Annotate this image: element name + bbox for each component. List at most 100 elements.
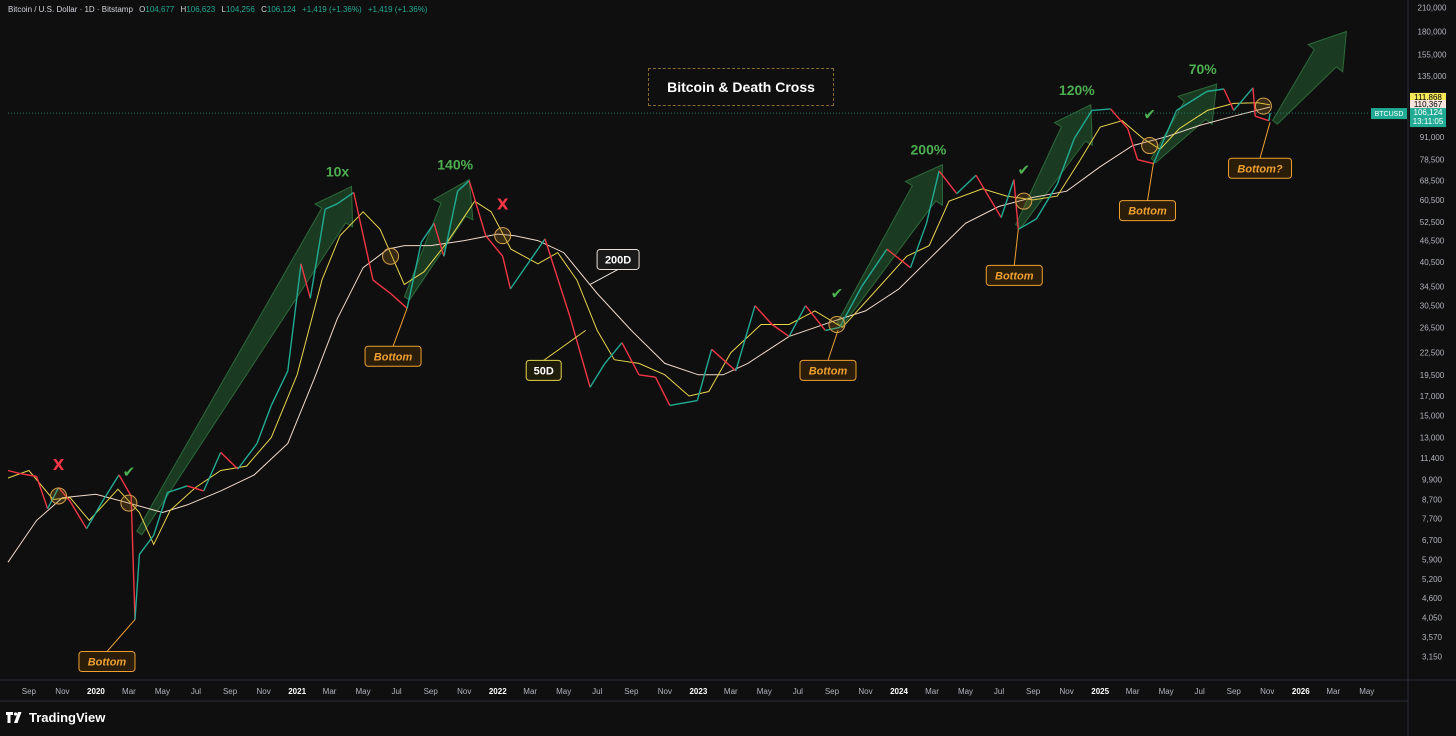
x-tick-label: May — [958, 687, 973, 696]
ma200-line — [7, 106, 1271, 563]
last-price-tag — [1410, 108, 1446, 128]
annotation-pointer — [392, 308, 408, 347]
price-segment — [1137, 159, 1154, 165]
price-segment — [886, 248, 911, 269]
price-segment — [711, 348, 737, 372]
annotation-box — [1228, 157, 1293, 179]
y-tick-label: 7,700 — [1422, 514, 1443, 523]
price-segment — [130, 495, 136, 620]
annotation-pointer — [1013, 229, 1019, 266]
price-segment — [19, 472, 37, 478]
price-segment — [390, 292, 408, 309]
gain-label: 120% — [1059, 82, 1095, 98]
bottom-callout: Bottom? — [1237, 163, 1282, 175]
golden-cross-mark: ✔ — [1017, 161, 1030, 179]
bottom-callout: Bottom — [374, 351, 413, 363]
low-label: L — [221, 5, 226, 14]
price-segment — [696, 349, 713, 401]
price-segment — [861, 248, 888, 288]
cross-marker — [494, 227, 512, 245]
price-segment — [825, 326, 840, 332]
bottom-callout: Bottom — [88, 657, 127, 669]
price-segment — [324, 203, 338, 210]
price-segment — [35, 476, 49, 509]
annotation-pointer — [543, 329, 586, 361]
price-segment — [621, 342, 640, 376]
cross-marker — [1254, 97, 1272, 115]
cross-marker — [1015, 192, 1033, 210]
x-tick-label: Sep — [624, 687, 639, 696]
ma-callout: 200D — [605, 254, 631, 266]
cross-marker — [382, 247, 400, 265]
x-tick-label: Mar — [724, 687, 738, 696]
x-tick-label: Mar — [925, 687, 939, 696]
price-segment — [7, 469, 20, 475]
x-tick-label: Nov — [1260, 687, 1274, 696]
price-segment — [735, 305, 756, 372]
y-tick-label: 5,900 — [1422, 556, 1443, 565]
price-segment — [300, 263, 311, 299]
annotation-box — [1118, 200, 1176, 222]
price-segment — [256, 405, 272, 444]
price-segment — [457, 180, 470, 192]
ma50-price-tag — [1410, 92, 1446, 102]
annotation-box — [985, 264, 1043, 286]
annotation-pointer — [589, 269, 619, 285]
x-tick-label: May — [1359, 687, 1374, 696]
annotation-box — [799, 359, 857, 381]
price-segment — [604, 342, 623, 364]
x-tick-label: May — [1159, 687, 1174, 696]
price-segment — [1000, 179, 1015, 218]
price-segment — [46, 487, 60, 510]
close-label: C — [261, 5, 267, 14]
x-tick-label: Jul — [592, 687, 602, 696]
x-tick-label: May — [356, 687, 371, 696]
annotation-pointer — [1146, 162, 1154, 201]
price-segment — [1056, 138, 1075, 185]
ma200-price-tag — [1410, 100, 1446, 110]
price-segment — [203, 452, 222, 492]
price-segment — [805, 305, 826, 331]
price-segment — [925, 170, 940, 224]
y-tick-label: 15,000 — [1420, 411, 1445, 420]
price-segment — [1152, 110, 1178, 164]
y-tick-label: 9,900 — [1422, 476, 1443, 485]
x-tick-label: 2022 — [489, 687, 507, 696]
ma50-line — [7, 102, 1271, 546]
gain-label: 70% — [1189, 61, 1218, 77]
price-segment — [771, 323, 790, 337]
price-segment — [138, 534, 155, 555]
price-segment — [544, 238, 571, 317]
price-segment — [433, 223, 445, 257]
x-tick-label: Sep — [223, 687, 238, 696]
tradingview-logo[interactable]: TradingView — [6, 710, 105, 725]
price-segment — [1176, 90, 1208, 111]
open-label: O — [139, 5, 146, 14]
price-segment — [1223, 88, 1235, 111]
price-segment — [956, 174, 977, 195]
y-tick-label: 3,150 — [1422, 652, 1443, 661]
price-segment — [186, 485, 204, 492]
symbol-name: Bitcoin / U.S. Dollar · 1D · Bitstamp — [8, 5, 133, 14]
price-segment — [938, 170, 958, 195]
x-tick-label: Jul — [191, 687, 201, 696]
cross-marker — [50, 487, 68, 505]
y-tick-label: 8,700 — [1422, 496, 1443, 505]
price-segment — [468, 180, 487, 236]
trend-arrow — [136, 185, 354, 536]
y-tick-label: 3,570 — [1422, 633, 1443, 642]
price-segment — [220, 451, 239, 470]
y-tick-label: 60,500 — [1420, 196, 1445, 205]
y-tick-label: 210,000 — [1418, 4, 1447, 13]
low-value: 104,256 — [225, 5, 255, 14]
x-tick-label: Mar — [122, 687, 136, 696]
x-tick-label: Mar — [1326, 687, 1340, 696]
price-segment — [270, 370, 289, 406]
price-segment — [654, 376, 671, 406]
price-segment — [1206, 88, 1225, 93]
price-segment — [788, 305, 807, 337]
chart-header: Bitcoin / U.S. Dollar · 1D · Bitstamp O 1… — [8, 5, 427, 14]
symbol-tag — [1371, 108, 1407, 120]
x-tick-label: Sep — [1227, 687, 1242, 696]
